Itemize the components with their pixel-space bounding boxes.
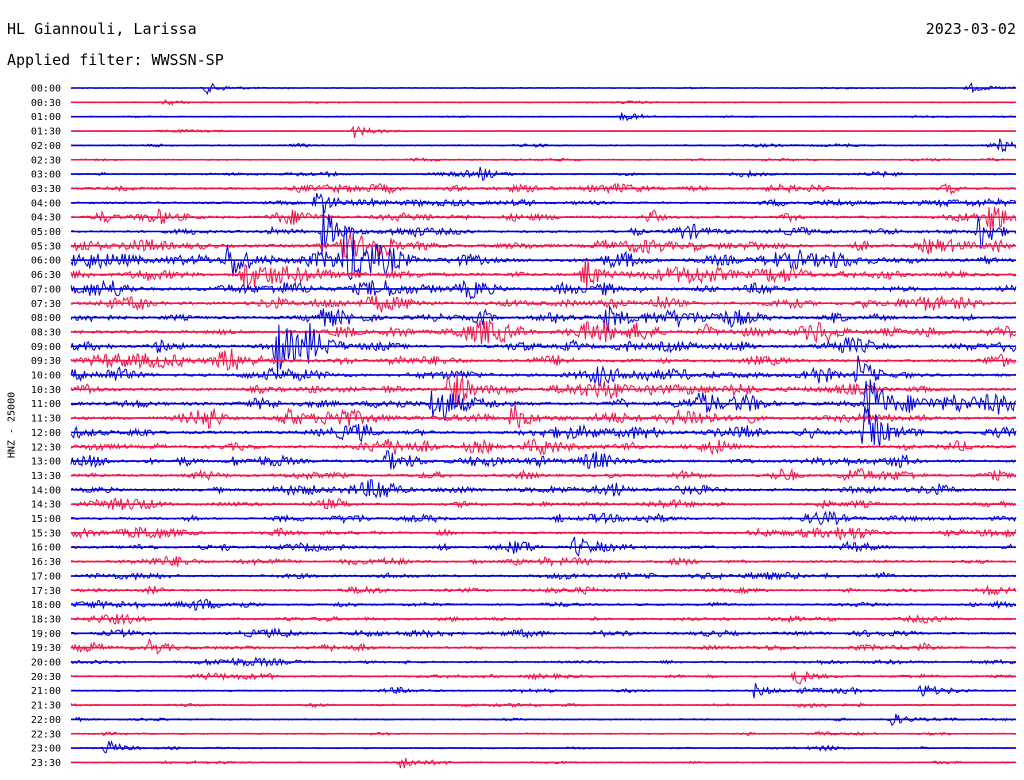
- tick-label-0130: 01:30: [31, 127, 61, 138]
- tick-label-1430: 14:30: [31, 500, 61, 511]
- tick-label-1330: 13:30: [31, 471, 61, 482]
- tick-label-0400: 04:00: [31, 198, 61, 209]
- tick-label-1630: 16:30: [31, 557, 61, 568]
- tick-label-1900: 19:00: [31, 629, 61, 640]
- tick-label-1130: 11:30: [31, 414, 61, 425]
- trace-1200: [70, 406, 1017, 448]
- trace-1600: [70, 536, 1017, 557]
- tick-label-0700: 07:00: [31, 284, 61, 295]
- tick-label-1930: 19:30: [31, 643, 61, 654]
- tick-label-0830: 08:30: [31, 327, 61, 338]
- tick-label-1300: 13:00: [31, 457, 61, 468]
- tick-label-1600: 16:00: [31, 543, 61, 554]
- trace-2030: [70, 670, 1016, 685]
- tick-label-1230: 12:30: [31, 442, 61, 453]
- tick-label-0300: 03:00: [31, 170, 61, 181]
- tick-label-2300: 23:00: [31, 744, 61, 755]
- tick-labels-group: 00:00 00:30 01:00 01:30 02:00 02:30 03:00 03:30…: [31, 84, 61, 769]
- tick-label-0500: 05:00: [31, 227, 61, 238]
- tick-label-2230: 22:30: [31, 729, 61, 740]
- tick-label-2030: 20:30: [31, 672, 61, 683]
- tick-label-0030: 00:30: [31, 98, 61, 109]
- trace-1330: [70, 467, 1017, 482]
- trace-1930: [70, 637, 1017, 656]
- tick-label-1030: 10:30: [31, 385, 61, 396]
- trace-1300: [70, 450, 1017, 470]
- tick-label-1730: 17:30: [31, 586, 61, 597]
- tick-label-2200: 22:00: [31, 715, 61, 726]
- tick-label-1530: 15:30: [31, 528, 61, 539]
- tick-label-1500: 15:00: [31, 514, 61, 525]
- tick-label-2000: 20:00: [31, 658, 61, 669]
- tick-label-0330: 03:30: [31, 184, 61, 195]
- tick-label-1800: 18:00: [31, 600, 61, 611]
- tick-label-1830: 18:30: [31, 614, 61, 625]
- tick-label-1700: 17:00: [31, 571, 61, 582]
- tick-label-1000: 10:00: [31, 371, 61, 382]
- tick-label-1400: 14:00: [31, 485, 61, 496]
- trace-1530: [70, 526, 1017, 540]
- tick-label-0900: 09:00: [31, 342, 61, 353]
- tick-label-0600: 06:00: [31, 256, 61, 267]
- trace-2300: [70, 740, 1017, 754]
- trace-0430: [70, 206, 1017, 231]
- trace-0500: [70, 204, 1017, 257]
- station-title: HL Giannouli, Larissa: [7, 20, 197, 38]
- tick-label-2330: 23:30: [31, 758, 61, 769]
- trace-0600: [70, 224, 1017, 281]
- filter-label: Applied filter: WWSSN-SP: [7, 51, 224, 69]
- tick-label-0800: 08:00: [31, 313, 61, 324]
- tick-label-1100: 11:00: [31, 399, 61, 410]
- tick-label-2130: 21:30: [31, 701, 61, 712]
- tick-label-0730: 07:30: [31, 299, 61, 310]
- date-label: 2023-03-02: [925, 20, 1016, 38]
- trace-1130: [70, 403, 1017, 430]
- tick-label-0100: 01:00: [31, 112, 61, 123]
- tick-label-0630: 06:30: [31, 270, 61, 281]
- traces-group: [70, 82, 1017, 769]
- tick-label-0000: 00:00: [31, 84, 61, 95]
- tick-label-1200: 12:00: [31, 428, 61, 439]
- trace-1400: [70, 479, 1017, 499]
- tick-label-0430: 04:30: [31, 213, 61, 224]
- trace-0930: [70, 348, 1017, 371]
- trace-0800: [70, 304, 1017, 332]
- tick-label-0530: 05:30: [31, 241, 61, 252]
- tick-label-0930: 09:30: [31, 356, 61, 367]
- tick-label-0230: 02:30: [31, 155, 61, 166]
- tick-label-0200: 02:00: [31, 141, 61, 152]
- trace-0130: [70, 125, 1017, 138]
- tick-label-2100: 21:00: [31, 686, 61, 697]
